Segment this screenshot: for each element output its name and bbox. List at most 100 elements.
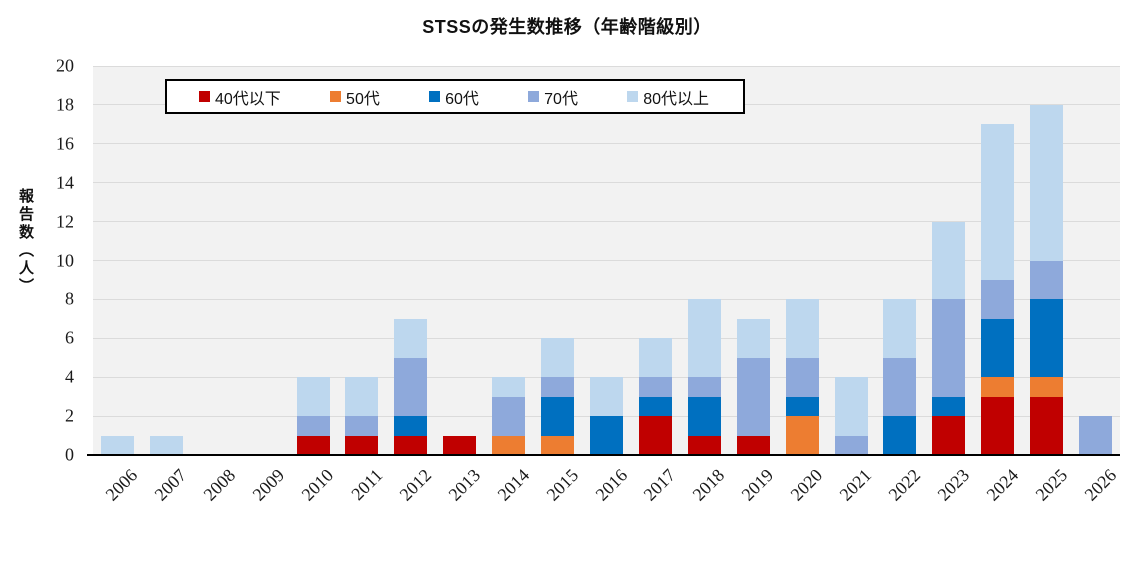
- bar-segment-80代以上: [492, 377, 526, 397]
- bar-segment-80代以上: [736, 318, 770, 358]
- bar-segment-70代: [687, 377, 721, 397]
- bar-segment-60代: [638, 396, 672, 417]
- bar-segment-40代以下: [443, 435, 477, 455]
- y-tick-label: 8: [65, 288, 74, 309]
- y-tick-label: 18: [56, 94, 74, 115]
- legend-swatch-icon: [528, 91, 540, 102]
- y-tick-label: 12: [56, 211, 74, 232]
- bar-segment-70代: [541, 377, 575, 397]
- bar-segment-80代以上: [932, 221, 966, 300]
- x-tick-label-2020: 2020: [786, 465, 827, 505]
- bar-segment-40代以下: [638, 416, 672, 455]
- bar-segment-80代以上: [1030, 104, 1064, 261]
- legend-label: 40代以下: [215, 90, 281, 108]
- bar-segment-80代以上: [638, 338, 672, 378]
- bar-segment-40代以下: [736, 435, 770, 455]
- legend-label: 50代: [346, 90, 380, 108]
- x-tick-label-2013: 2013: [444, 465, 484, 505]
- bar-stack-2016: [590, 377, 623, 455]
- bar-segment-60代: [590, 416, 623, 455]
- y-tick-label: 4: [65, 366, 74, 387]
- bar-segment-70代: [638, 377, 672, 397]
- legend-label: 70代: [544, 90, 578, 108]
- y-tick-label: 16: [56, 133, 74, 154]
- legend-swatch-icon: [627, 91, 639, 102]
- bar-segment-60代: [541, 396, 575, 436]
- bar-stack-2024: [981, 124, 1015, 455]
- bar-segment-60代: [932, 396, 966, 417]
- bar-segment-40代以下: [932, 416, 966, 455]
- bar-stack-2022: [883, 299, 917, 455]
- legend: 40代以下 50代 60代 70代 80代以上: [165, 79, 745, 114]
- x-axis-line: [87, 454, 1120, 456]
- x-tick-label-2024: 2024: [982, 465, 1022, 505]
- bar-segment-40代以下: [687, 435, 721, 455]
- gridline: [93, 65, 1120, 67]
- legend-swatch-icon: [330, 91, 342, 102]
- legend-label: 80代以上: [643, 90, 709, 108]
- x-tick-label-2008: 2008: [199, 465, 240, 505]
- bar-segment-70代: [345, 416, 379, 436]
- bar-segment-80代以上: [883, 299, 917, 358]
- bar-stack-2015: [541, 338, 575, 455]
- bar-stack-2007: [149, 435, 183, 455]
- legend-item-50代: 50代: [330, 85, 380, 109]
- bar-segment-40代以下: [345, 435, 379, 455]
- bar-segment-60代: [1030, 299, 1064, 378]
- bar-segment-70代: [981, 279, 1015, 319]
- bar-stack-2021: [834, 377, 868, 455]
- bar-stack-2013: [443, 435, 477, 455]
- bar-segment-60代: [883, 416, 917, 455]
- bar-segment-60代: [785, 396, 819, 417]
- bar-segment-80代以上: [149, 435, 183, 455]
- plot-area: 0 2 4 6 8 10 12 14 16 18 20 2006 2007 2008 2009 2010 20…: [56, 56, 1120, 505]
- bar-stack-2017: [638, 338, 672, 455]
- bar-segment-60代: [394, 416, 428, 436]
- legend-swatch-icon: [429, 91, 441, 102]
- y-axis-title: 報告数（人）: [17, 188, 34, 296]
- bar-segment-70代: [834, 435, 868, 455]
- x-tick-label-2025: 2025: [1031, 465, 1071, 505]
- legend-swatch-icon: [199, 91, 210, 102]
- x-tick-label-2022: 2022: [884, 465, 925, 505]
- bar-stack-2011: [345, 377, 379, 455]
- bar-segment-70代: [883, 357, 917, 417]
- bar-stack-2018: [687, 299, 721, 455]
- bar-segment-60代: [687, 396, 721, 436]
- bar-segment-80代以上: [100, 435, 134, 455]
- bar-segment-80代以上: [834, 377, 868, 436]
- bar-segment-70代: [736, 357, 770, 436]
- bar-segment-50代: [492, 435, 526, 455]
- bar-stack-2019: [736, 318, 770, 455]
- bar-segment-80代以上: [394, 318, 428, 358]
- bar-segment-40代以下: [296, 435, 330, 455]
- bar-stack-2025: [1030, 104, 1064, 455]
- bar-segment-60代: [981, 318, 1015, 378]
- bar-segment-50代: [1030, 377, 1064, 397]
- x-tick-label-2017: 2017: [639, 465, 680, 505]
- bar-segment-70代: [296, 416, 330, 436]
- x-tick-label-2006: 2006: [101, 465, 142, 505]
- chart-title: STSSの発生数推移（年齢階級別）: [422, 17, 712, 37]
- bar-segment-70代: [1030, 260, 1064, 300]
- x-tick-label-2012: 2012: [395, 465, 436, 505]
- gridline: [93, 260, 1120, 261]
- y-tick-label: 2: [65, 405, 74, 426]
- gridline: [93, 182, 1120, 184]
- bar-segment-70代: [492, 396, 526, 436]
- bar-segment-80代以上: [541, 338, 575, 378]
- bar-segment-50代: [785, 416, 819, 455]
- bar-segment-80代以上: [687, 299, 721, 378]
- bar-stack-2026: [1079, 416, 1113, 455]
- x-tick-label-2007: 2007: [150, 465, 191, 505]
- x-tick-label-2019: 2019: [737, 465, 778, 505]
- bar-segment-70代: [932, 299, 966, 397]
- legend-item-60代: 60代: [429, 85, 479, 109]
- bar-segment-50代: [541, 435, 575, 455]
- bar-segment-80代以上: [981, 124, 1015, 280]
- legend-item-70代: 70代: [528, 85, 578, 109]
- bar-segment-40代以下: [981, 396, 1015, 455]
- bar-stack-2014: [492, 377, 526, 455]
- x-tick-label-2010: 2010: [297, 465, 338, 505]
